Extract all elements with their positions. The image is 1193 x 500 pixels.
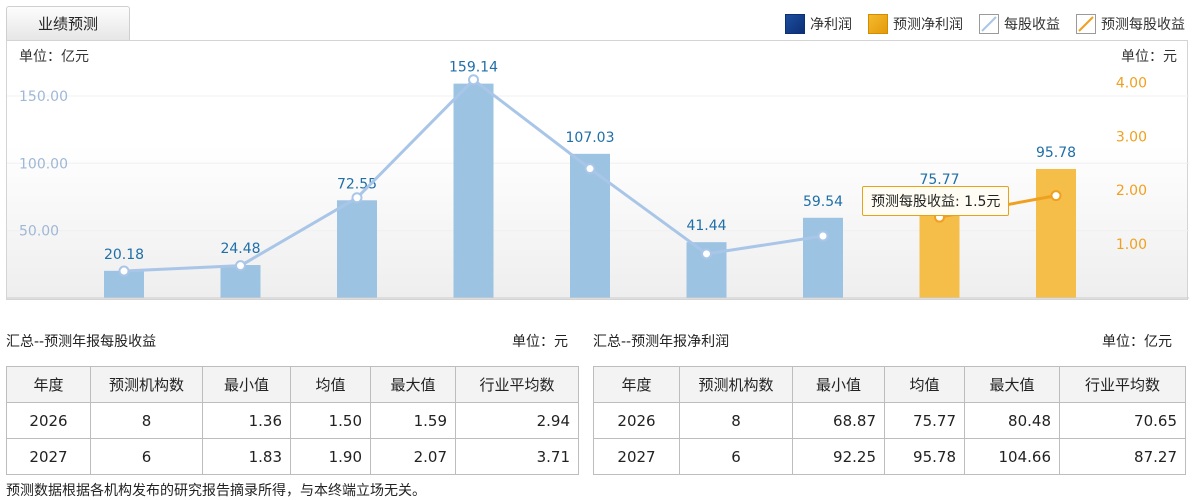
profit-table-unit: 单位：亿元 (1102, 334, 1172, 350)
table-row: 2027 6 1.83 1.90 2.07 3.71 (6, 438, 579, 475)
column-header: 均值 (290, 366, 371, 403)
column-header: 最大值 (370, 366, 456, 403)
bar-value-label: 41.44 (686, 218, 726, 234)
right-tick-label: 1.00 (1116, 237, 1147, 253)
table-cell: 1.36 (202, 402, 291, 439)
bar-value-label: 20.18 (104, 247, 144, 263)
right-tick-label: 2.00 (1116, 183, 1147, 199)
eps-forecast-table: 年度 预测机构数 最小值 均值 最大值 行业平均数 2026 8 1.36 1.… (6, 366, 579, 475)
table-cell: 1.50 (290, 402, 371, 439)
legend-item-eps[interactable]: 每股收益 (979, 14, 1060, 34)
table-cell: 2.07 (370, 438, 456, 475)
bar (570, 153, 610, 298)
profit-table-title: 汇总--预测年报净利润 (593, 334, 730, 350)
tab-earnings-forecast[interactable]: 业绩预测 (6, 6, 130, 40)
eps-table-title: 汇总--预测年报每股收益 (6, 334, 157, 350)
eps-point (118, 265, 130, 277)
table-cell: 6 (90, 438, 203, 475)
bar-value-label: 59.54 (803, 194, 843, 210)
eps-point (235, 260, 246, 272)
column-header: 最小值 (792, 366, 885, 403)
forecast-eps-line-swatch-icon (1076, 14, 1096, 34)
left-tick-label: 50.00 (19, 224, 59, 240)
profit-forecast-table: 年度 预测机构数 最小值 均值 最大值 行业平均数 2026 8 68.87 7… (593, 366, 1186, 475)
table-cell: 87.27 (1059, 438, 1186, 475)
eps-point (584, 163, 596, 175)
legend-label: 预测每股收益 (1101, 17, 1185, 33)
bar (1036, 168, 1076, 298)
forecast-net-profit-swatch-icon (868, 14, 888, 34)
earnings-chart: 单位：亿元 单位：元 50.00 100.00 150.00 1.00 2.00 3.00 4.… (7, 49, 1189, 299)
bar-value-label: 24.48 (220, 241, 260, 257)
table-cell: 1.90 (290, 438, 371, 475)
column-header: 最小值 (202, 366, 291, 403)
column-header: 行业平均数 (1059, 366, 1186, 403)
legend-item-net-profit[interactable]: 净利润 (785, 14, 852, 34)
bar (803, 217, 843, 298)
left-tick-label: 100.00 (19, 156, 68, 172)
legend-label: 净利润 (810, 17, 852, 33)
table-cell: 2027 (6, 438, 91, 475)
eps-point (701, 248, 712, 260)
table-cell: 1.83 (202, 438, 291, 475)
disclaimer-footnote: 预测数据根据各机构发布的研究报告摘录所得，与本终端立场无关。 (6, 483, 426, 499)
column-header: 预测机构数 (90, 366, 203, 403)
table-cell: 75.77 (884, 402, 965, 439)
eps-point (817, 230, 829, 242)
bar-value-label: 107.03 (566, 130, 615, 146)
column-header: 最大值 (964, 366, 1060, 403)
net-profit-swatch-icon (785, 14, 805, 34)
table-cell: 8 (90, 402, 203, 439)
table-cell: 2026 (6, 402, 91, 439)
table-cell: 6 (679, 438, 793, 475)
column-header: 均值 (884, 366, 965, 403)
table-cell: 80.48 (964, 402, 1060, 439)
tab-label: 业绩预测 (37, 15, 98, 33)
table-header-row: 年度 预测机构数 最小值 均值 最大值 行业平均数 (593, 366, 1186, 403)
eps-point (1050, 190, 1062, 202)
table-cell: 70.65 (1059, 402, 1186, 439)
left-tick-label: 150.00 (19, 89, 68, 105)
left-unit-label: 单位：亿元 (19, 49, 89, 65)
table-row: 2027 6 92.25 95.78 104.66 87.27 (593, 438, 1186, 475)
bar (453, 83, 494, 298)
table-cell: 2026 (593, 402, 680, 439)
chart-legend: 净利润 预测净利润 每股收益 预测每股收益 (769, 12, 1185, 36)
table-cell: 68.87 (792, 402, 885, 439)
right-tick-label: 3.00 (1116, 129, 1147, 145)
column-header: 年度 (6, 366, 91, 403)
column-header: 年度 (593, 366, 680, 403)
column-header: 预测机构数 (679, 366, 793, 403)
bar-value-label: 159.14 (449, 60, 498, 76)
chart-tooltip: 预测每股收益: 1.5元 (862, 186, 1010, 216)
table-row: 2026 8 1.36 1.50 1.59 2.94 (6, 402, 579, 439)
bar-value-label: 95.78 (1036, 145, 1076, 161)
table-cell: 95.78 (884, 438, 965, 475)
legend-item-forecast-eps[interactable]: 预测每股收益 (1076, 14, 1185, 34)
right-unit-label: 单位：元 (1121, 49, 1177, 65)
table-cell: 2.94 (455, 402, 579, 439)
chart-area: 单位：亿元 单位：元 50.00 100.00 150.00 1.00 2.00 3.00 4.… (6, 40, 1189, 300)
eps-point (351, 192, 363, 204)
table-header-row: 年度 预测机构数 最小值 均值 最大值 行业平均数 (6, 366, 579, 403)
table-cell: 8 (679, 402, 793, 439)
table-cell: 2027 (593, 438, 680, 475)
eps-table-unit: 单位：元 (512, 334, 568, 350)
legend-label: 预测净利润 (893, 17, 963, 33)
eps-point (468, 74, 479, 86)
table-cell: 92.25 (792, 438, 885, 475)
table-cell: 104.66 (964, 438, 1060, 475)
legend-item-forecast-net-profit[interactable]: 预测净利润 (868, 14, 963, 34)
table-cell: 1.59 (370, 402, 456, 439)
bar (337, 200, 377, 298)
legend-label: 每股收益 (1004, 17, 1060, 33)
table-row: 2026 8 68.87 75.77 80.48 70.65 (593, 402, 1186, 439)
table-cell: 3.71 (455, 438, 579, 475)
bar-value-label: 75.77 (919, 172, 959, 188)
column-header: 行业平均数 (455, 366, 579, 403)
right-tick-label: 4.00 (1116, 75, 1147, 91)
eps-line-swatch-icon (979, 14, 999, 34)
